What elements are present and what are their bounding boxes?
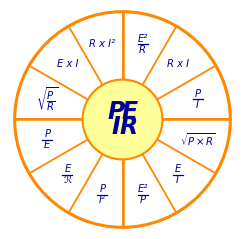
- Text: P: P: [140, 195, 146, 205]
- Text: E: E: [44, 140, 50, 150]
- Text: E: E: [121, 100, 137, 124]
- Text: E: E: [64, 164, 71, 174]
- Text: I²: I²: [99, 195, 106, 205]
- Text: E x I: E x I: [57, 60, 78, 70]
- Text: E: E: [174, 164, 181, 174]
- Text: I: I: [196, 100, 199, 110]
- Circle shape: [83, 80, 162, 159]
- Text: R: R: [139, 45, 146, 55]
- Text: E²: E²: [137, 184, 148, 194]
- Text: R x I: R x I: [167, 60, 189, 70]
- Text: P: P: [107, 100, 125, 124]
- Circle shape: [15, 12, 230, 227]
- Text: P: P: [99, 184, 105, 194]
- Text: P: P: [195, 89, 201, 99]
- Text: I: I: [176, 175, 179, 185]
- Text: R x I²: R x I²: [89, 39, 115, 49]
- Text: $\sqrt{P \times R}$: $\sqrt{P \times R}$: [180, 131, 216, 148]
- Text: ℛ: ℛ: [63, 175, 72, 185]
- Text: $\sqrt{\dfrac{P}{R}}$: $\sqrt{\dfrac{P}{R}}$: [36, 85, 58, 113]
- Text: P: P: [44, 129, 50, 139]
- Text: E²: E²: [137, 34, 148, 44]
- Text: I: I: [111, 115, 120, 139]
- Text: R: R: [120, 115, 138, 139]
